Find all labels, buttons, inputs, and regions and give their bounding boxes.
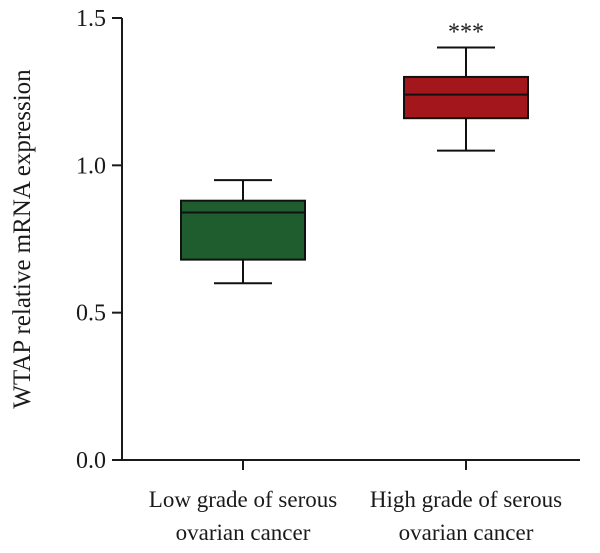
axes: 0.0 0.5 1.0 1.5 Low grade of serous ovarian c… bbox=[76, 6, 580, 545]
x-category-label-line: ovarian cancer bbox=[399, 520, 534, 545]
y-tick-label: 0.5 bbox=[76, 301, 106, 327]
x-category-label: High grade of serous ovarian cancer bbox=[370, 487, 562, 545]
x-category-label-line: High grade of serous bbox=[370, 487, 562, 512]
x-category-label-line: ovarian cancer bbox=[176, 520, 311, 545]
box-group bbox=[180, 179, 306, 285]
significance-marker: *** bbox=[448, 19, 484, 45]
plot-area: *** bbox=[180, 19, 529, 285]
box-group: *** bbox=[403, 19, 529, 152]
y-axis-title: WTAP relative mRNA expression bbox=[9, 69, 36, 409]
y-tick-label: 1.5 bbox=[76, 6, 106, 32]
x-category-label: Low grade of serous ovarian cancer bbox=[149, 487, 337, 545]
box-iqr bbox=[180, 199, 306, 261]
x-category-label-line: Low grade of serous bbox=[149, 487, 337, 512]
y-tick-label: 1.0 bbox=[76, 153, 106, 179]
y-tick-label: 0.0 bbox=[76, 448, 106, 474]
box-iqr bbox=[403, 75, 529, 120]
